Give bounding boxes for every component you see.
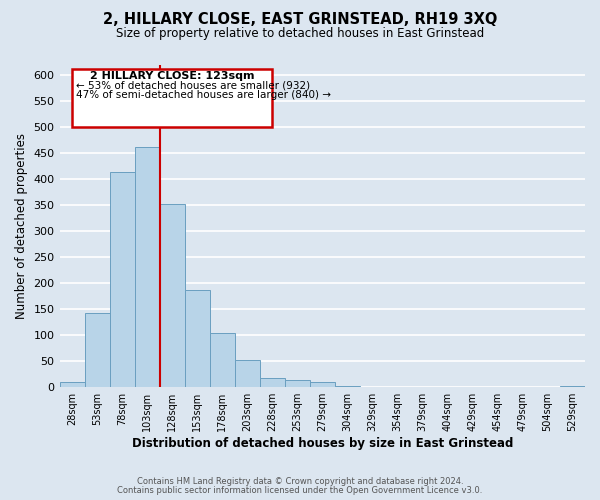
- Bar: [85, 313, 110, 387]
- Text: Contains HM Land Registry data © Crown copyright and database right 2024.: Contains HM Land Registry data © Crown c…: [137, 477, 463, 486]
- Bar: [335, 386, 360, 387]
- Text: ← 53% of detached houses are smaller (932): ← 53% of detached houses are smaller (93…: [76, 80, 310, 90]
- Text: Contains public sector information licensed under the Open Government Licence v3: Contains public sector information licen…: [118, 486, 482, 495]
- Bar: [209, 332, 235, 387]
- Bar: [560, 386, 585, 387]
- Text: 47% of semi-detached houses are larger (840) →: 47% of semi-detached houses are larger (…: [76, 90, 331, 100]
- Text: 2, HILLARY CLOSE, EAST GRINSTEAD, RH19 3XQ: 2, HILLARY CLOSE, EAST GRINSTEAD, RH19 3…: [103, 12, 497, 28]
- Bar: [260, 378, 285, 387]
- Bar: [160, 204, 185, 387]
- FancyBboxPatch shape: [72, 69, 272, 128]
- Bar: [185, 290, 209, 387]
- X-axis label: Distribution of detached houses by size in East Grinstead: Distribution of detached houses by size …: [131, 437, 513, 450]
- Text: Size of property relative to detached houses in East Grinstead: Size of property relative to detached ho…: [116, 28, 484, 40]
- Text: 2 HILLARY CLOSE: 123sqm: 2 HILLARY CLOSE: 123sqm: [90, 71, 254, 81]
- Bar: [110, 172, 134, 387]
- Bar: [235, 360, 260, 387]
- Bar: [360, 386, 385, 387]
- Y-axis label: Number of detached properties: Number of detached properties: [15, 133, 28, 319]
- Bar: [59, 382, 85, 387]
- Bar: [285, 380, 310, 387]
- Bar: [134, 146, 160, 387]
- Bar: [310, 382, 335, 387]
